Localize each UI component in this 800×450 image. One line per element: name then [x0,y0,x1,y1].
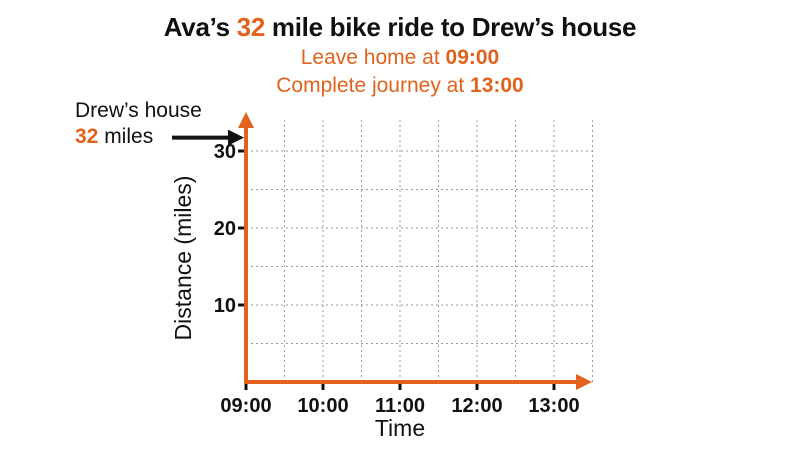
leave-time: 09:00 [445,46,500,69]
chart-title: Ava’s 32 mile bike ride to Drew’s house [0,12,800,43]
x-tick-label: 09:00 [220,395,271,417]
title-suffix: mile bike ride to Drew’s house [265,12,637,42]
destination-distance-value: 32 [75,125,99,148]
leave-time-line: Leave home at 09:00 [0,46,800,70]
x-tick-label: 11:00 [375,395,425,417]
destination-distance: 32 miles [75,125,153,149]
y-tick-label: 10 [214,295,236,317]
title-distance: 32 [236,12,266,42]
x-axis-arrowhead [576,374,592,390]
y-axis-title: Distance (miles) [170,176,196,341]
x-tick-label: 12:00 [451,395,502,417]
leave-prefix: Leave home at [300,46,446,69]
destination-arrowhead [228,129,244,146]
destination-distance-unit: miles [98,125,154,148]
x-tick-label: 10:00 [297,395,348,417]
y-tick-label: 20 [214,218,236,240]
complete-time-line: Complete journey at 13:00 [0,74,800,98]
complete-time: 13:00 [470,74,524,97]
title-prefix: Ava’s [163,12,237,42]
x-axis-title: Time [375,415,425,441]
x-tick-label: 13:00 [528,395,579,417]
y-axis-arrowhead [238,112,254,128]
destination-label: Drew’s house [75,99,202,122]
complete-prefix: Complete journey at [276,74,471,97]
y-tick-label: 30 [214,141,236,163]
